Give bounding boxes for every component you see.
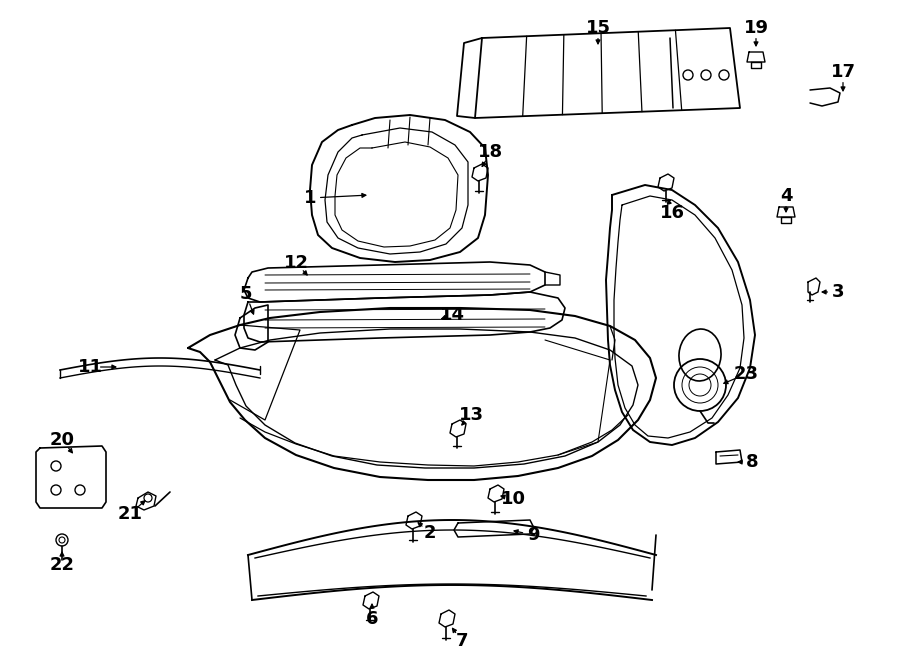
Text: 15: 15 xyxy=(586,19,610,37)
Text: 9: 9 xyxy=(526,526,539,544)
Text: 3: 3 xyxy=(832,283,844,301)
Text: 7: 7 xyxy=(455,632,468,650)
Text: 22: 22 xyxy=(50,556,75,574)
Text: 1: 1 xyxy=(304,189,316,207)
Text: 11: 11 xyxy=(77,358,103,376)
Text: 20: 20 xyxy=(50,431,75,449)
Text: 5: 5 xyxy=(239,285,252,303)
Text: 18: 18 xyxy=(479,143,504,161)
Text: 23: 23 xyxy=(734,365,759,383)
Text: 14: 14 xyxy=(439,306,464,324)
Text: 6: 6 xyxy=(365,610,378,628)
Text: 21: 21 xyxy=(118,505,142,523)
Text: 17: 17 xyxy=(831,63,856,81)
Text: 16: 16 xyxy=(660,204,685,222)
Text: 19: 19 xyxy=(743,19,769,37)
Text: 12: 12 xyxy=(284,254,309,272)
Text: 4: 4 xyxy=(779,187,792,205)
Text: 13: 13 xyxy=(458,406,483,424)
Text: 2: 2 xyxy=(424,524,436,542)
Text: 8: 8 xyxy=(746,453,759,471)
Text: 10: 10 xyxy=(500,490,526,508)
